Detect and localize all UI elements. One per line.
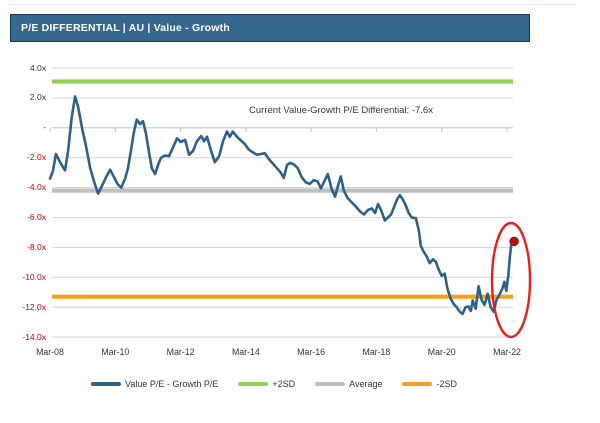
chart-legend: Value P/E - Growth P/E +2SD Average -2SD — [54, 375, 494, 393]
legend-item: -2SD — [402, 379, 457, 389]
y-tick-label: 2.0x — [29, 92, 46, 103]
x-tick-label: Mar-14 — [231, 347, 260, 357]
window-top-border — [8, 4, 578, 5]
x-tick-label: Mar-12 — [166, 347, 195, 357]
x-tick-label: Mar-16 — [297, 347, 326, 357]
x-tick-label: Mar-22 — [493, 347, 521, 357]
y-tick-label: -8.0x — [27, 241, 46, 252]
y-tick-label: 4.0x — [29, 62, 46, 73]
y-tick-label: -4.0x — [27, 182, 46, 193]
y-tick-label: -12.0x — [22, 301, 46, 312]
panel-title: P/E DIFFERENTIAL | AU | Value - Growth — [21, 22, 230, 34]
y-tick-label: - — [43, 122, 46, 133]
panel-title-bar: P/E DIFFERENTIAL | AU | Value - Growth — [10, 14, 530, 42]
y-tick-label: -2.0x — [27, 152, 46, 163]
legend-label: +2SD — [272, 379, 296, 389]
legend-swatch — [90, 382, 121, 386]
legend-swatch — [402, 382, 433, 386]
current-differential-annotation: Current Value-Growth P/E Differential: -… — [249, 105, 433, 116]
x-tick-label: Mar-10 — [101, 347, 130, 357]
legend-item: Average — [315, 379, 382, 389]
y-tick-label: -10.0x — [22, 271, 46, 282]
highlight-ellipse — [490, 221, 532, 339]
value-growth-pe-series — [48, 95, 513, 316]
legend-swatch — [238, 382, 269, 386]
legend-item: +2SD — [238, 379, 295, 389]
legend-item: Value P/E - Growth P/E — [90, 379, 219, 389]
y-tick-label: -6.0x — [27, 212, 46, 222]
legend-label: Value P/E - Growth P/E — [124, 379, 219, 389]
legend-label: Average — [349, 379, 383, 389]
y-tick-label: -14.0x — [22, 331, 46, 342]
x-tick-label: Mar-20 — [427, 347, 456, 357]
legend-label: -2SD — [436, 379, 457, 389]
x-tick-label: Mar-08 — [36, 347, 64, 357]
endpoint-marker — [509, 236, 519, 247]
x-tick-label: Mar-18 — [362, 347, 391, 357]
legend-swatch — [315, 382, 346, 386]
